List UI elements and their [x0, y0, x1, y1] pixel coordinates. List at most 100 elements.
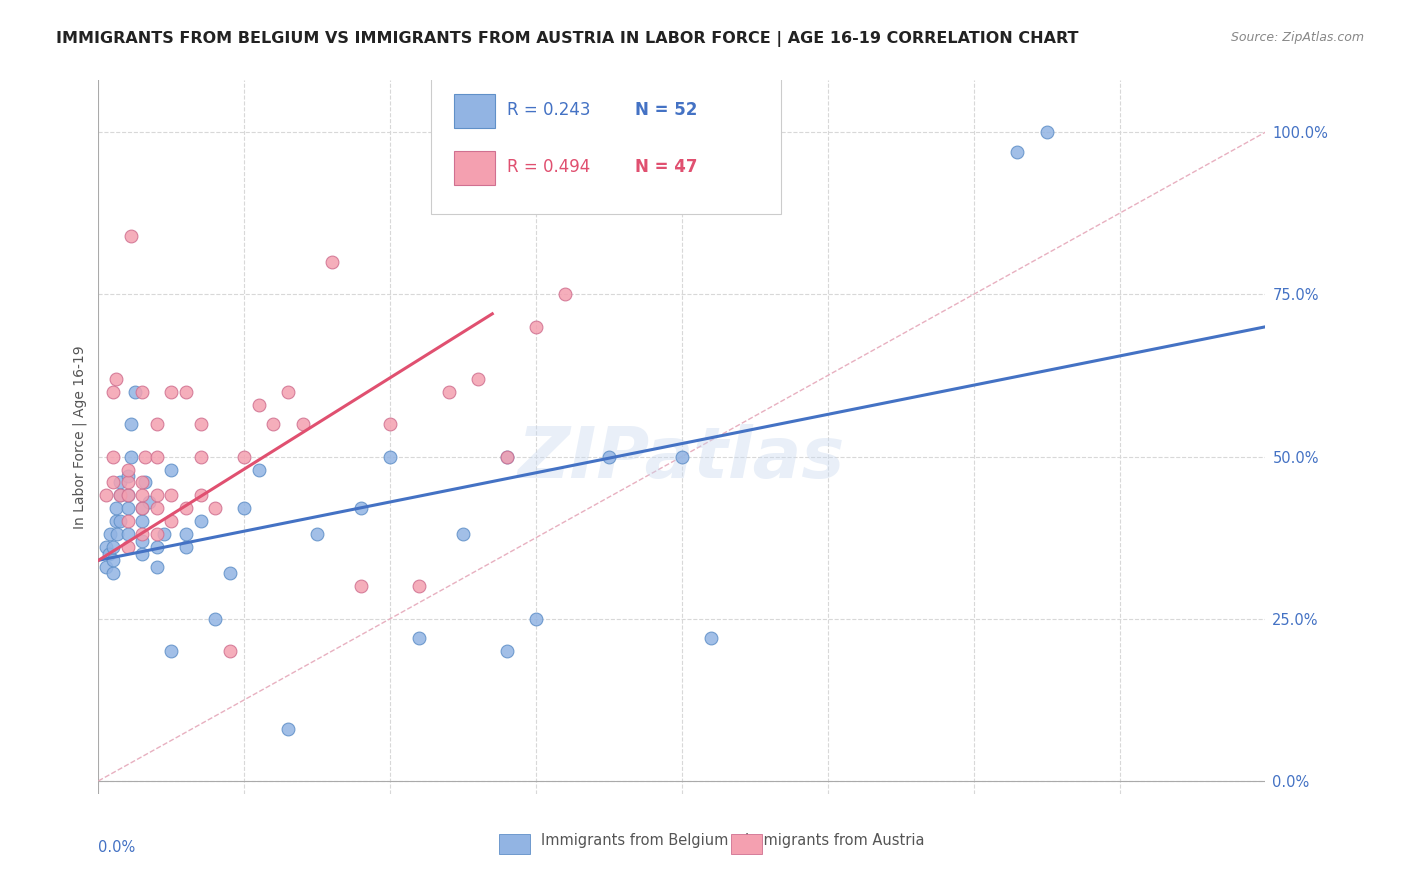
Point — [134, 475, 156, 490]
Point — [146, 541, 169, 555]
Point — [104, 372, 127, 386]
Point — [117, 527, 139, 541]
Point — [120, 229, 142, 244]
Point — [321, 255, 343, 269]
Point — [350, 501, 373, 516]
Point — [131, 488, 153, 502]
Point — [277, 722, 299, 736]
Point — [110, 475, 132, 490]
Point — [104, 501, 127, 516]
Point — [131, 533, 153, 548]
Point — [204, 612, 226, 626]
Point — [131, 384, 153, 399]
Point — [437, 384, 460, 399]
Point — [146, 450, 169, 464]
Point — [190, 488, 212, 502]
Point — [307, 527, 329, 541]
Point — [153, 527, 176, 541]
Point — [174, 384, 197, 399]
Text: Source: ZipAtlas.com: Source: ZipAtlas.com — [1230, 31, 1364, 45]
Text: 0.0%: 0.0% — [98, 840, 135, 855]
Point — [117, 469, 139, 483]
Point — [110, 488, 132, 502]
Point — [190, 450, 212, 464]
Bar — [454, 94, 495, 128]
Point — [190, 515, 212, 529]
Point — [467, 372, 489, 386]
Point — [101, 553, 124, 567]
Point — [131, 515, 153, 529]
Point — [124, 384, 146, 399]
Point — [105, 527, 128, 541]
Point — [117, 462, 139, 476]
Point — [98, 527, 121, 541]
Point — [218, 566, 240, 581]
Point — [247, 398, 270, 412]
Text: N = 52: N = 52 — [636, 102, 697, 120]
Point — [131, 501, 153, 516]
Point — [94, 559, 117, 574]
Point — [110, 488, 132, 502]
Point — [110, 515, 132, 529]
Point — [117, 488, 139, 502]
Text: Immigrants from Belgium: Immigrants from Belgium — [541, 833, 728, 847]
Point — [496, 644, 519, 658]
Point — [117, 541, 139, 555]
Point — [94, 541, 117, 555]
Point — [233, 450, 256, 464]
Point — [138, 495, 160, 509]
Point — [131, 501, 153, 516]
Text: Immigrants from Austria: Immigrants from Austria — [745, 833, 925, 847]
Point — [408, 631, 430, 645]
Point — [233, 501, 256, 516]
Y-axis label: In Labor Force | Age 16-19: In Labor Force | Age 16-19 — [73, 345, 87, 529]
Point — [117, 475, 139, 490]
Point — [524, 612, 547, 626]
Text: IMMIGRANTS FROM BELGIUM VS IMMIGRANTS FROM AUSTRIA IN LABOR FORCE | AGE 16-19 CO: IMMIGRANTS FROM BELGIUM VS IMMIGRANTS FR… — [56, 31, 1078, 47]
Point — [554, 287, 576, 301]
Point — [496, 450, 519, 464]
Point — [101, 541, 124, 555]
Point — [160, 644, 183, 658]
Point — [700, 631, 723, 645]
Point — [120, 450, 142, 464]
Point — [350, 579, 373, 593]
Text: R = 0.243: R = 0.243 — [506, 102, 591, 120]
Point — [134, 450, 156, 464]
Point — [146, 417, 169, 431]
Point — [174, 527, 197, 541]
Point — [131, 475, 153, 490]
FancyBboxPatch shape — [432, 75, 782, 214]
Point — [524, 319, 547, 334]
Point — [671, 450, 693, 464]
Point — [120, 417, 142, 431]
Point — [117, 501, 139, 516]
Point — [94, 488, 117, 502]
Text: N = 47: N = 47 — [636, 159, 697, 177]
Point — [160, 488, 183, 502]
Point — [291, 417, 314, 431]
Point — [247, 462, 270, 476]
Point — [101, 384, 124, 399]
Point — [160, 462, 183, 476]
Point — [1007, 145, 1029, 159]
Point — [146, 488, 169, 502]
Point — [117, 488, 139, 502]
Point — [101, 475, 124, 490]
Point — [204, 501, 226, 516]
Point — [160, 384, 183, 399]
Point — [262, 417, 284, 431]
Point — [101, 566, 124, 581]
Text: ZIPatlas: ZIPatlas — [519, 424, 845, 493]
Point — [131, 547, 153, 561]
Point — [97, 547, 120, 561]
Point — [101, 450, 124, 464]
Point — [408, 579, 430, 593]
Point — [174, 541, 197, 555]
Point — [160, 515, 183, 529]
Point — [117, 515, 139, 529]
Point — [1035, 125, 1057, 139]
Bar — [454, 151, 495, 186]
Text: R = 0.494: R = 0.494 — [506, 159, 591, 177]
Point — [146, 501, 169, 516]
